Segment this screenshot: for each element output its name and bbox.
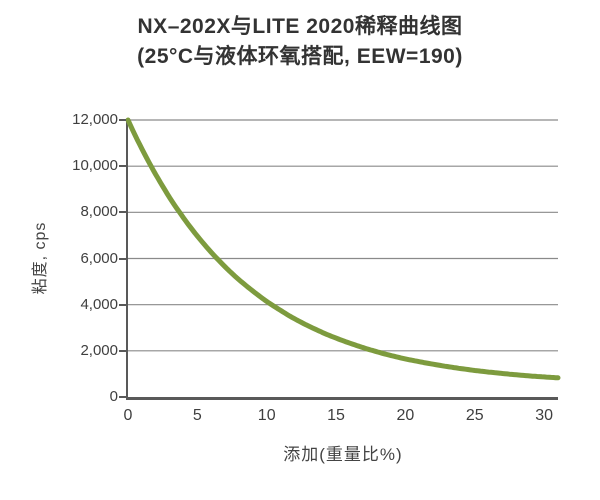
x-tick-label: 0 bbox=[123, 407, 133, 424]
y-tick-mark bbox=[119, 257, 126, 260]
x-tick-label: 15 bbox=[327, 407, 345, 424]
y-tick-label: 8,000 bbox=[80, 203, 118, 221]
chart-subtitle: (25°C与液体环氧搭配, EEW=190) bbox=[137, 45, 463, 68]
x-tick-label: 25 bbox=[465, 407, 484, 424]
x-tick-label: 5 bbox=[192, 407, 202, 424]
y-tick-mark bbox=[119, 119, 126, 121]
y-tick-mark bbox=[119, 165, 126, 168]
y-tick-mark bbox=[119, 211, 126, 214]
x-tick-label: 20 bbox=[396, 407, 415, 424]
x-tick-label: 10 bbox=[257, 407, 276, 424]
x-tick-label: 30 bbox=[535, 407, 554, 424]
y-tick-label: 4,000 bbox=[80, 295, 118, 313]
y-tick-mark bbox=[119, 349, 126, 352]
chart-title: NX–202X与LITE 2020稀释曲线图 bbox=[137, 15, 463, 38]
y-tick-label: 10,000 bbox=[72, 157, 118, 175]
y-tick-mark bbox=[119, 396, 126, 398]
y-tick-label: 6,000 bbox=[80, 249, 118, 267]
x-axis-title: 添加(重量比%) bbox=[283, 445, 403, 464]
plot-area bbox=[125, 117, 561, 400]
y-tick-label: 2,000 bbox=[80, 341, 118, 359]
y-tick-label: 0 bbox=[109, 388, 118, 405]
dilution-curve-svg bbox=[125, 117, 561, 381]
y-tick-mark bbox=[119, 303, 126, 306]
y-tick-label: 12,000 bbox=[72, 111, 118, 128]
dilution-curve bbox=[125, 117, 561, 381]
chart-title-block: NX–202X与LITE 2020稀释曲线图 (25°C与液体环氧搭配, EEW… bbox=[0, 12, 600, 72]
